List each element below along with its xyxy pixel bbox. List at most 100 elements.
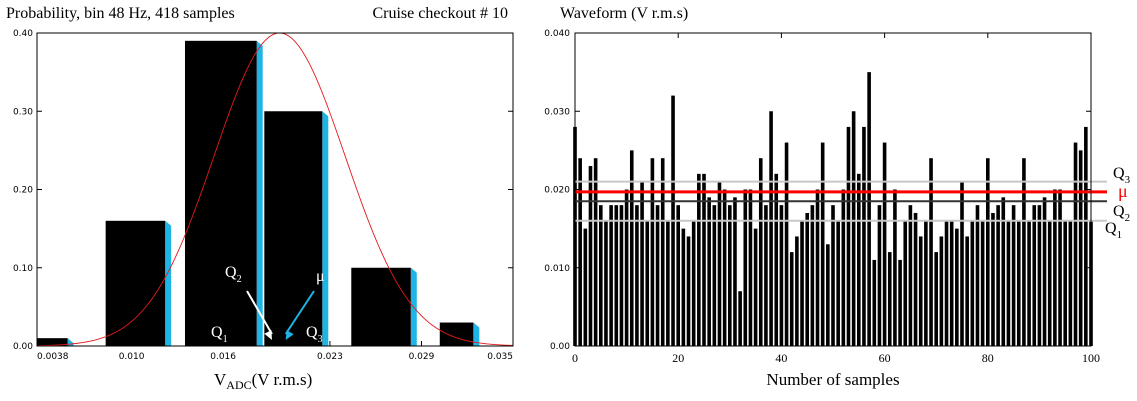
waveform-bar <box>815 189 820 346</box>
waveform-bar <box>758 158 763 346</box>
waveform-bar <box>748 189 753 346</box>
waveform-bar <box>722 189 727 346</box>
x-tick-label: 0.023 <box>317 352 343 362</box>
left-chart-subtitle: Cruise checkout # 10 <box>372 5 508 22</box>
x-tick-label: 60 <box>879 351 891 365</box>
waveform-bar <box>795 236 799 346</box>
waveform-bar <box>728 205 732 346</box>
histogram-bar <box>439 322 474 346</box>
y-tick-label: 0.030 <box>544 107 570 117</box>
q1-line-label: Q1 <box>1105 220 1122 241</box>
waveform-bar <box>841 189 846 346</box>
waveform-bar <box>836 220 840 346</box>
q2-arrow-head <box>264 330 272 340</box>
right-x-ticks: 0 20 40 60 80 100 <box>572 33 1100 365</box>
waveform-bar <box>934 252 938 346</box>
y-tick-label: 0.040 <box>544 29 570 39</box>
x-tick-label: 100 <box>1082 351 1100 365</box>
waveform-bars <box>573 72 1093 347</box>
waveform-bar <box>619 205 624 346</box>
histogram-bar <box>264 111 323 346</box>
q1-label-sub: 1 <box>223 334 228 345</box>
waveform-bar <box>753 228 758 347</box>
x-tick-label: 0.0038 <box>37 352 69 362</box>
waveform-bar <box>1037 205 1042 346</box>
q1-line-label-sub: 1 <box>1117 229 1123 241</box>
q3-line-label-main: Q <box>1113 165 1125 182</box>
mu-arrow <box>284 290 315 335</box>
waveform-bar <box>867 72 871 347</box>
waveform-bar <box>970 220 975 346</box>
waveform-bar <box>872 259 877 346</box>
y-tick-label: 0.020 <box>544 186 570 196</box>
waveform-bar <box>857 173 861 346</box>
waveform-bar <box>975 205 980 346</box>
waveform-bar <box>599 205 603 346</box>
histogram-bar-shadow <box>322 111 329 346</box>
waveform-bar <box>980 220 985 346</box>
waveform-bar <box>1001 197 1006 346</box>
waveform-bar <box>645 220 650 346</box>
waveform-bar <box>769 111 773 346</box>
waveform-bar <box>965 236 969 346</box>
waveform-bar <box>629 150 634 347</box>
waveform-bar <box>784 142 789 346</box>
right-chart-title: Waveform (V r.m.s) <box>560 5 688 22</box>
right-x-axis-title: Number of samples <box>766 370 899 389</box>
waveform-bar <box>604 220 608 346</box>
waveform-bar <box>903 220 908 346</box>
left-x-axis-title: VADC(V r.m.s) <box>214 370 312 392</box>
q2-line-label: Q2 <box>1113 203 1130 224</box>
mu-line-label: μ <box>1118 181 1128 201</box>
y-tick-label: 0.00 <box>13 342 33 352</box>
y-tick-label: 0.00 <box>550 342 570 352</box>
waveform-bar <box>949 220 954 346</box>
waveform-bar <box>800 220 804 346</box>
waveform-bar <box>918 236 923 346</box>
q3-label-sub: 3 <box>318 334 323 345</box>
x-axis-title-main: V <box>214 370 227 389</box>
q3-label-main: Q <box>306 324 318 341</box>
histogram-bar-shadow <box>67 338 74 346</box>
waveform-bar <box>1068 220 1073 346</box>
waveform-bar <box>1042 197 1047 346</box>
waveform-bar <box>614 205 619 346</box>
quantile-annotations: Q2 μ Q1 Q3 <box>211 264 325 345</box>
q1-label: Q1 <box>211 324 228 345</box>
waveform-bar <box>810 205 815 346</box>
waveform-bar <box>986 158 990 346</box>
waveform-bar <box>635 205 639 346</box>
waveform-bar <box>660 158 665 346</box>
histogram-bar <box>37 338 68 346</box>
waveform-bar <box>691 220 696 346</box>
waveform-bar <box>820 142 825 346</box>
waveform-bar <box>929 158 933 346</box>
histogram-bar <box>184 40 257 346</box>
waveform-bar <box>851 111 856 346</box>
x-axis-title-sub: ADC <box>226 378 251 392</box>
waveform-bar <box>846 126 851 347</box>
waveform-bar <box>924 220 928 346</box>
waveform-bar <box>583 228 588 347</box>
waveform-bar <box>609 205 613 346</box>
waveform-bar <box>789 252 794 346</box>
waveform-bar <box>702 173 706 346</box>
waveform-bar <box>913 212 918 346</box>
waveform-bar <box>944 220 949 346</box>
waveform-bar <box>805 212 809 346</box>
waveform-bar <box>1011 205 1016 346</box>
x-tick-label: 0.035 <box>487 352 513 362</box>
waveform-bar <box>676 205 680 346</box>
waveform-bar <box>960 181 964 346</box>
waveform-bar <box>893 189 897 346</box>
waveform-bar <box>887 252 892 346</box>
waveform-bar <box>939 236 944 346</box>
y-tick-label: 0.10 <box>13 264 33 274</box>
x-axis-title-rest: (V r.m.s) <box>252 370 313 389</box>
histogram-bars <box>37 40 480 346</box>
waveform-bar <box>640 181 644 346</box>
waveform-bar <box>908 205 913 346</box>
waveform-bar <box>712 205 717 346</box>
